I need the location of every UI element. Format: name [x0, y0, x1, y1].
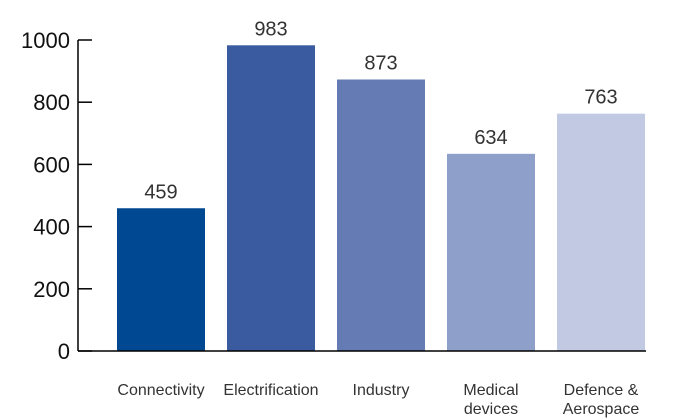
y-tick-label: 400 [33, 215, 70, 240]
x-tick-label-line: Electrification [223, 382, 318, 399]
x-tick-label: Electrification [223, 382, 318, 399]
y-tick-label: 200 [33, 277, 70, 302]
x-tick-label-line: Defence & [564, 382, 639, 399]
value-labels: 459 983 873 634 763 [144, 18, 617, 203]
x-tick-label: Medical devices [463, 382, 518, 418]
x-tick-label: Connectivity [117, 382, 204, 399]
data-label: 873 [364, 52, 397, 74]
x-tick-label: Defence & Aerospace [563, 382, 640, 418]
y-tick-label: 600 [33, 152, 70, 177]
bar [447, 153, 535, 351]
bar [117, 208, 205, 351]
bar [557, 113, 645, 351]
y-tick-label: 1000 [21, 28, 70, 53]
data-label: 459 [144, 181, 177, 203]
x-axis: Connectivity Electrification Industry Medic… [78, 350, 646, 418]
data-label: 983 [254, 18, 287, 40]
bars [117, 45, 645, 352]
x-tick-label-line: Connectivity [117, 382, 204, 399]
y-axis: 0 200 400 600 800 1000 [21, 28, 92, 364]
x-tick-label-line: Medical [463, 382, 518, 399]
x-tick-label-line: Industry [353, 382, 410, 399]
y-tick-label: 800 [33, 90, 70, 115]
bar [337, 79, 425, 351]
x-tick-label-line: Aerospace [563, 401, 640, 418]
y-tick-label: 0 [58, 339, 70, 364]
data-label: 634 [474, 127, 507, 149]
data-label: 763 [584, 87, 617, 109]
x-tick-label: Industry [353, 382, 410, 399]
bar [227, 45, 315, 352]
x-tick-label-line: devices [464, 401, 518, 418]
